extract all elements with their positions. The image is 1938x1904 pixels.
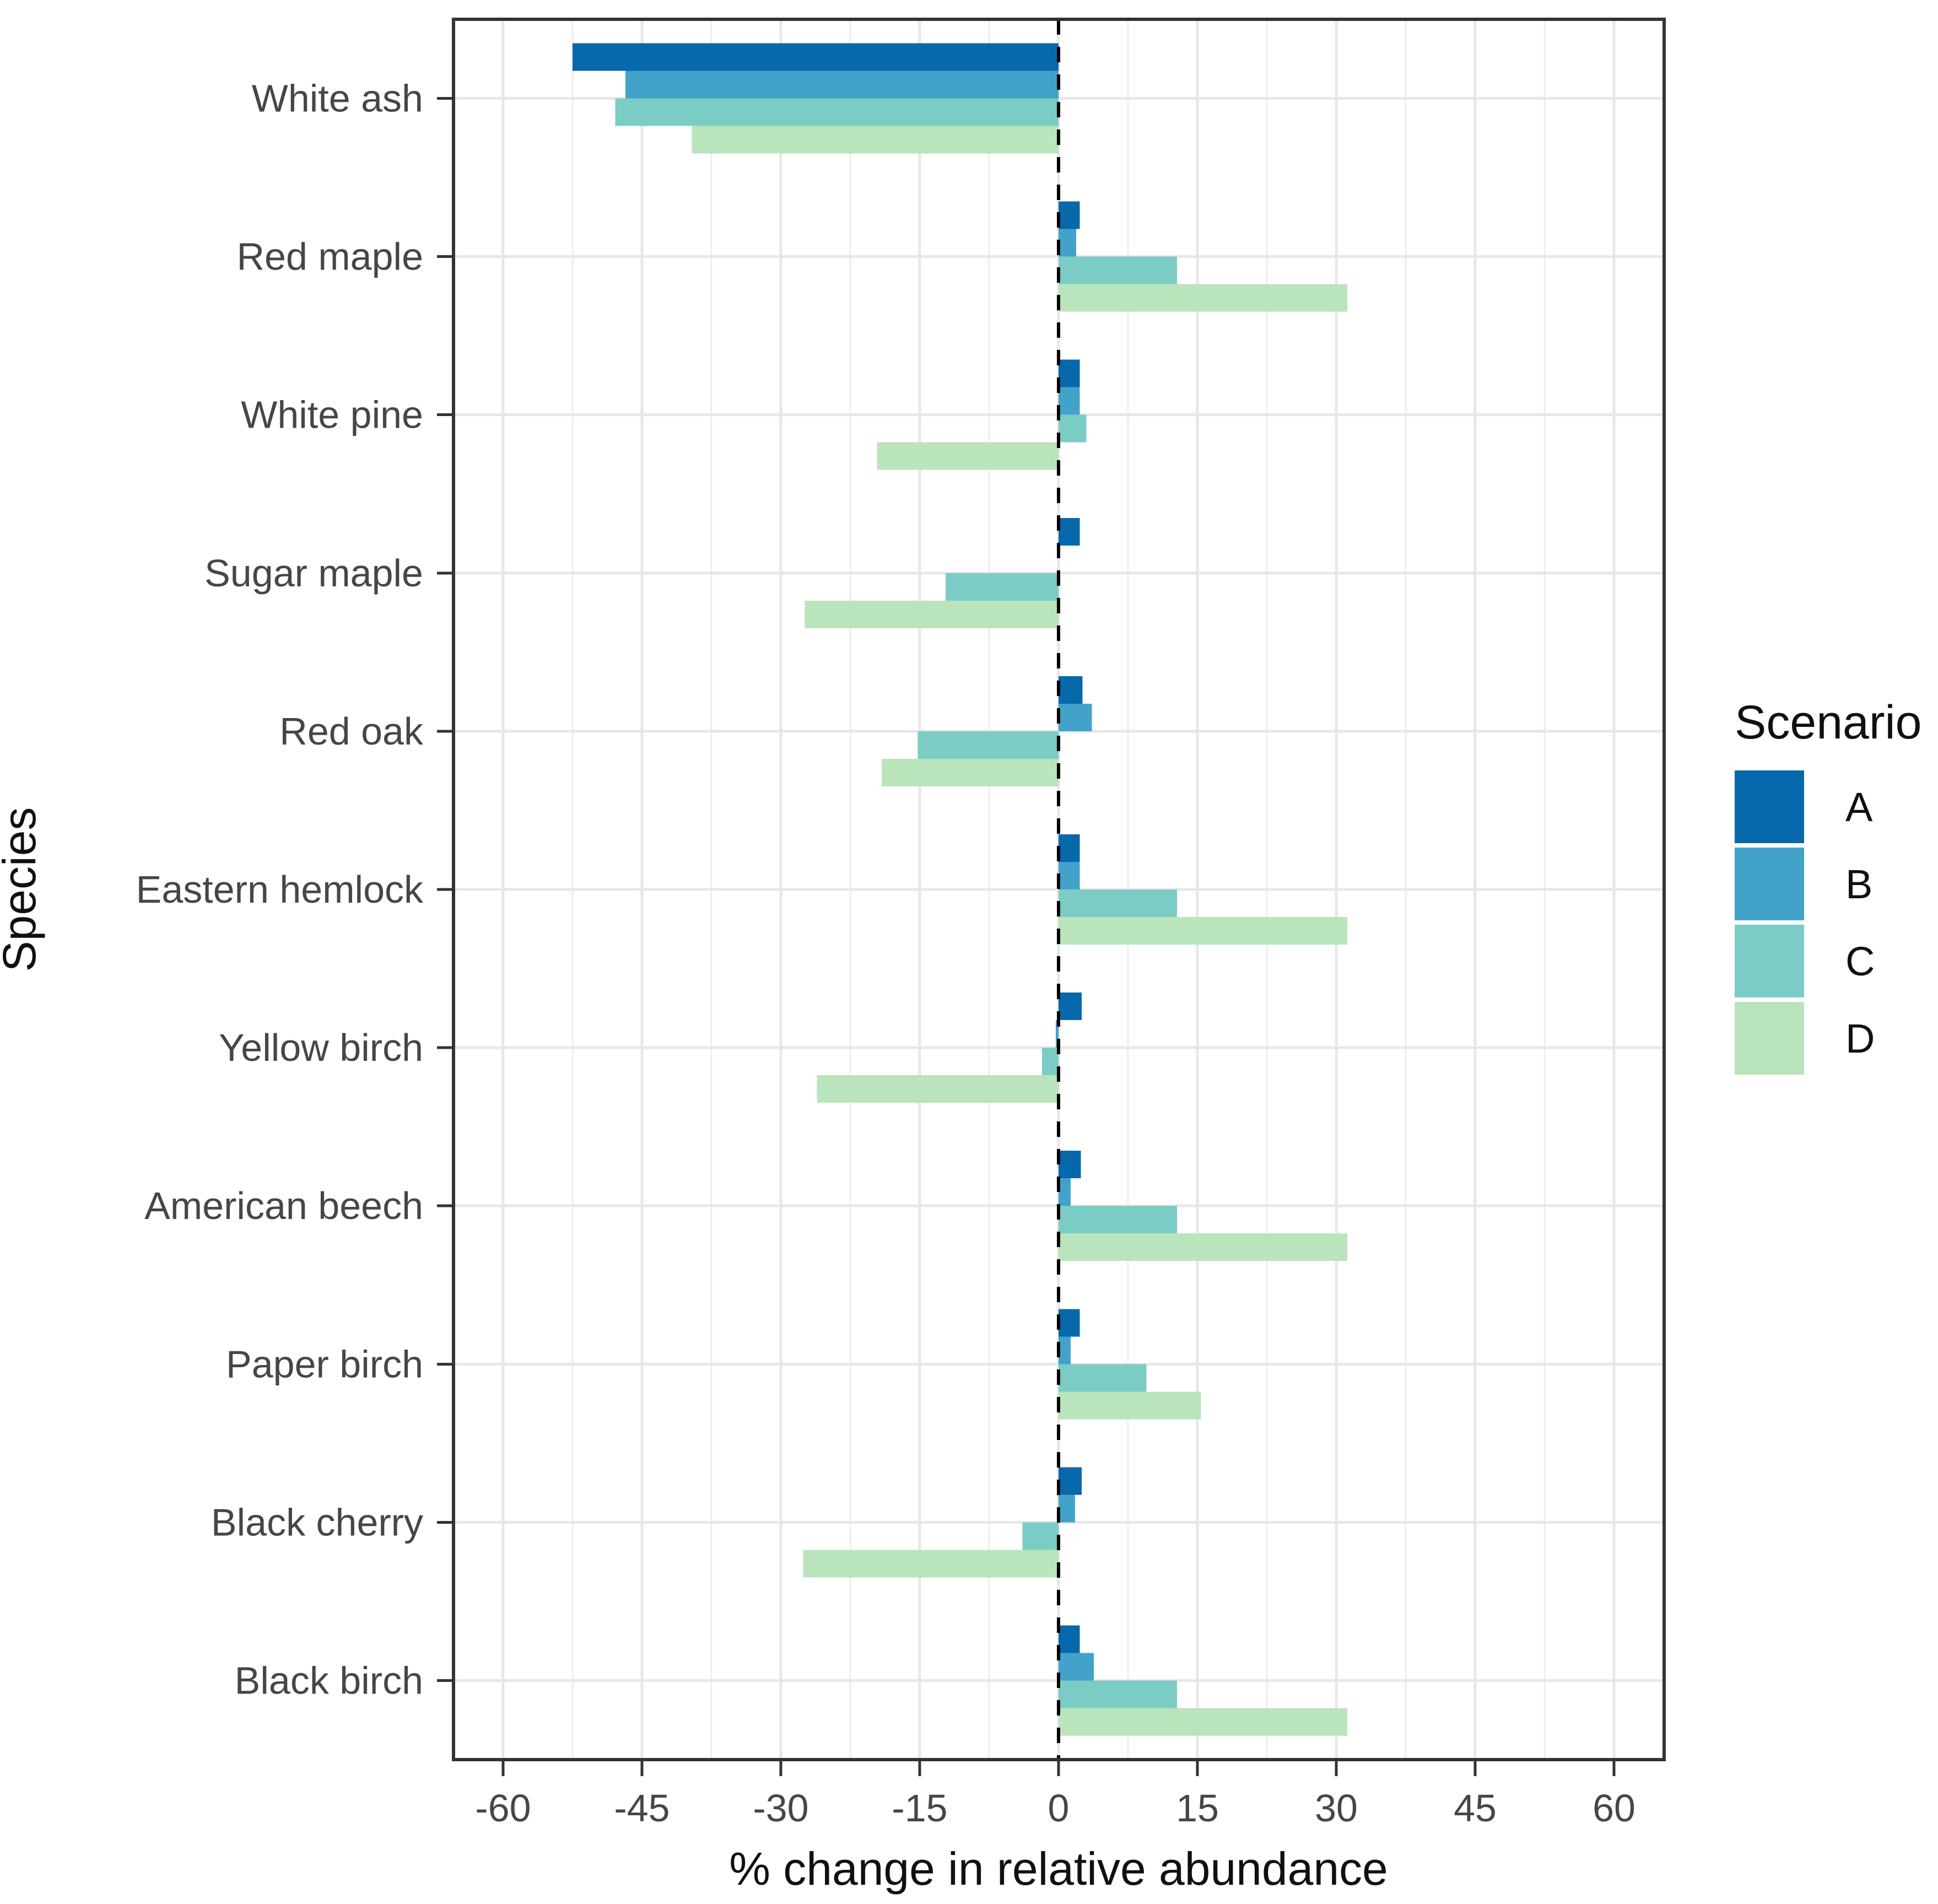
y-tick-label-black-birch: Black birch	[235, 1659, 423, 1702]
legend-swatch-d	[1735, 1002, 1804, 1075]
y-axis-labels: White ash Red maple White pine Sugar maple R…	[136, 77, 424, 1702]
x-tick-label-60: 60	[1592, 1787, 1635, 1830]
bar-american-beech-c	[1059, 1206, 1178, 1234]
bar-black-birch-b	[1059, 1653, 1094, 1681]
y-tick-label-white-ash: White ash	[252, 77, 423, 120]
bar-red-maple-c	[1059, 256, 1178, 284]
bar-black-birch-d	[1059, 1708, 1348, 1736]
bars	[573, 43, 1348, 1736]
bar-paper-birch-b	[1059, 1336, 1071, 1364]
x-axis-labels: -60 -45 -30 -15 0 15 30 45 60	[475, 1787, 1635, 1830]
bar-white-ash-c	[615, 98, 1059, 126]
bar-white-ash-b	[625, 71, 1059, 99]
y-tick-label-eastern-hemlock: Eastern hemlock	[136, 868, 424, 911]
bar-eastern-hemlock-c	[1059, 889, 1178, 917]
legend-item-a: A	[1735, 768, 1921, 845]
bar-paper-birch-a	[1059, 1309, 1080, 1337]
bar-eastern-hemlock-a	[1059, 834, 1080, 862]
bar-white-pine-b	[1059, 387, 1080, 415]
bar-red-oak-a	[1059, 676, 1083, 704]
bar-red-maple-d	[1059, 284, 1348, 312]
x-tick-label-30: 30	[1315, 1787, 1358, 1830]
x-tick-label-15: 15	[1176, 1787, 1219, 1830]
legend-swatch-b	[1735, 848, 1804, 920]
legend-label-d: D	[1845, 1015, 1875, 1061]
bar-red-oak-c	[917, 731, 1059, 759]
bar-sugar-maple-d	[805, 600, 1059, 628]
y-axis-ticks	[437, 97, 454, 1682]
bar-paper-birch-c	[1059, 1364, 1147, 1392]
bar-american-beech-a	[1059, 1151, 1081, 1179]
y-tick-label-black-cherry: Black cherry	[211, 1501, 423, 1544]
bar-white-ash-d	[692, 126, 1059, 154]
bar-yellow-birch-a	[1059, 993, 1082, 1021]
x-axis-ticks	[501, 1760, 1616, 1776]
y-tick-label-red-maple: Red maple	[236, 235, 423, 278]
legend-title: Scenario	[1735, 696, 1922, 749]
bar-black-birch-c	[1059, 1680, 1178, 1708]
bar-yellow-birch-c	[1041, 1048, 1059, 1076]
y-axis-title: Species	[0, 807, 45, 972]
x-tick-label-45: 45	[1454, 1787, 1497, 1830]
bar-paper-birch-d	[1059, 1391, 1201, 1420]
bar-black-cherry-c	[1022, 1522, 1059, 1550]
x-tick-label--45: -45	[614, 1787, 670, 1830]
bar-yellow-birch-b	[1055, 1020, 1059, 1048]
legend-label-b: B	[1845, 861, 1873, 907]
bar-red-maple-b	[1059, 229, 1076, 257]
bar-white-ash-a	[573, 43, 1059, 71]
y-tick-label-sugar-maple: Sugar maple	[204, 552, 423, 595]
legend-label-c: C	[1845, 938, 1875, 984]
legend-swatch-c	[1735, 925, 1804, 997]
bar-american-beech-b	[1059, 1178, 1071, 1206]
bar-american-beech-d	[1059, 1233, 1348, 1261]
bar-eastern-hemlock-b	[1059, 862, 1080, 889]
bar-eastern-hemlock-d	[1059, 917, 1348, 945]
bar-black-cherry-a	[1059, 1467, 1082, 1495]
x-tick-label--30: -30	[753, 1787, 808, 1830]
y-tick-label-white-pine: White pine	[241, 393, 423, 436]
y-tick-label-american-beech: American beech	[144, 1184, 423, 1227]
bar-white-pine-a	[1059, 359, 1080, 387]
x-axis-title: % change in relative abundance	[729, 1843, 1388, 1895]
bar-red-oak-b	[1059, 703, 1092, 731]
bar-red-maple-a	[1059, 201, 1080, 229]
bar-white-pine-d	[877, 442, 1059, 470]
bar-sugar-maple-a	[1059, 517, 1080, 546]
bar-black-birch-a	[1059, 1625, 1080, 1653]
legend-item-c: C	[1735, 923, 1921, 1000]
legend-item-b: B	[1735, 845, 1921, 923]
x-tick-label--15: -15	[892, 1787, 947, 1830]
bar-black-cherry-d	[803, 1550, 1059, 1578]
bar-red-oak-d	[882, 758, 1059, 786]
x-tick-label-0: 0	[1048, 1787, 1070, 1830]
legend-swatch-a	[1735, 770, 1804, 843]
bar-yellow-birch-d	[817, 1075, 1059, 1103]
legend-item-d: D	[1735, 1000, 1921, 1077]
legend-label-a: A	[1845, 784, 1873, 830]
bar-white-pine-c	[1059, 414, 1087, 443]
bar-sugar-maple-c	[946, 573, 1059, 601]
y-tick-label-paper-birch: Paper birch	[226, 1342, 423, 1385]
x-tick-label--60: -60	[475, 1787, 531, 1830]
bar-black-cherry-b	[1059, 1495, 1076, 1523]
y-tick-label-red-oak: Red oak	[279, 710, 424, 753]
y-tick-label-yellow-birch: Yellow birch	[219, 1026, 423, 1069]
